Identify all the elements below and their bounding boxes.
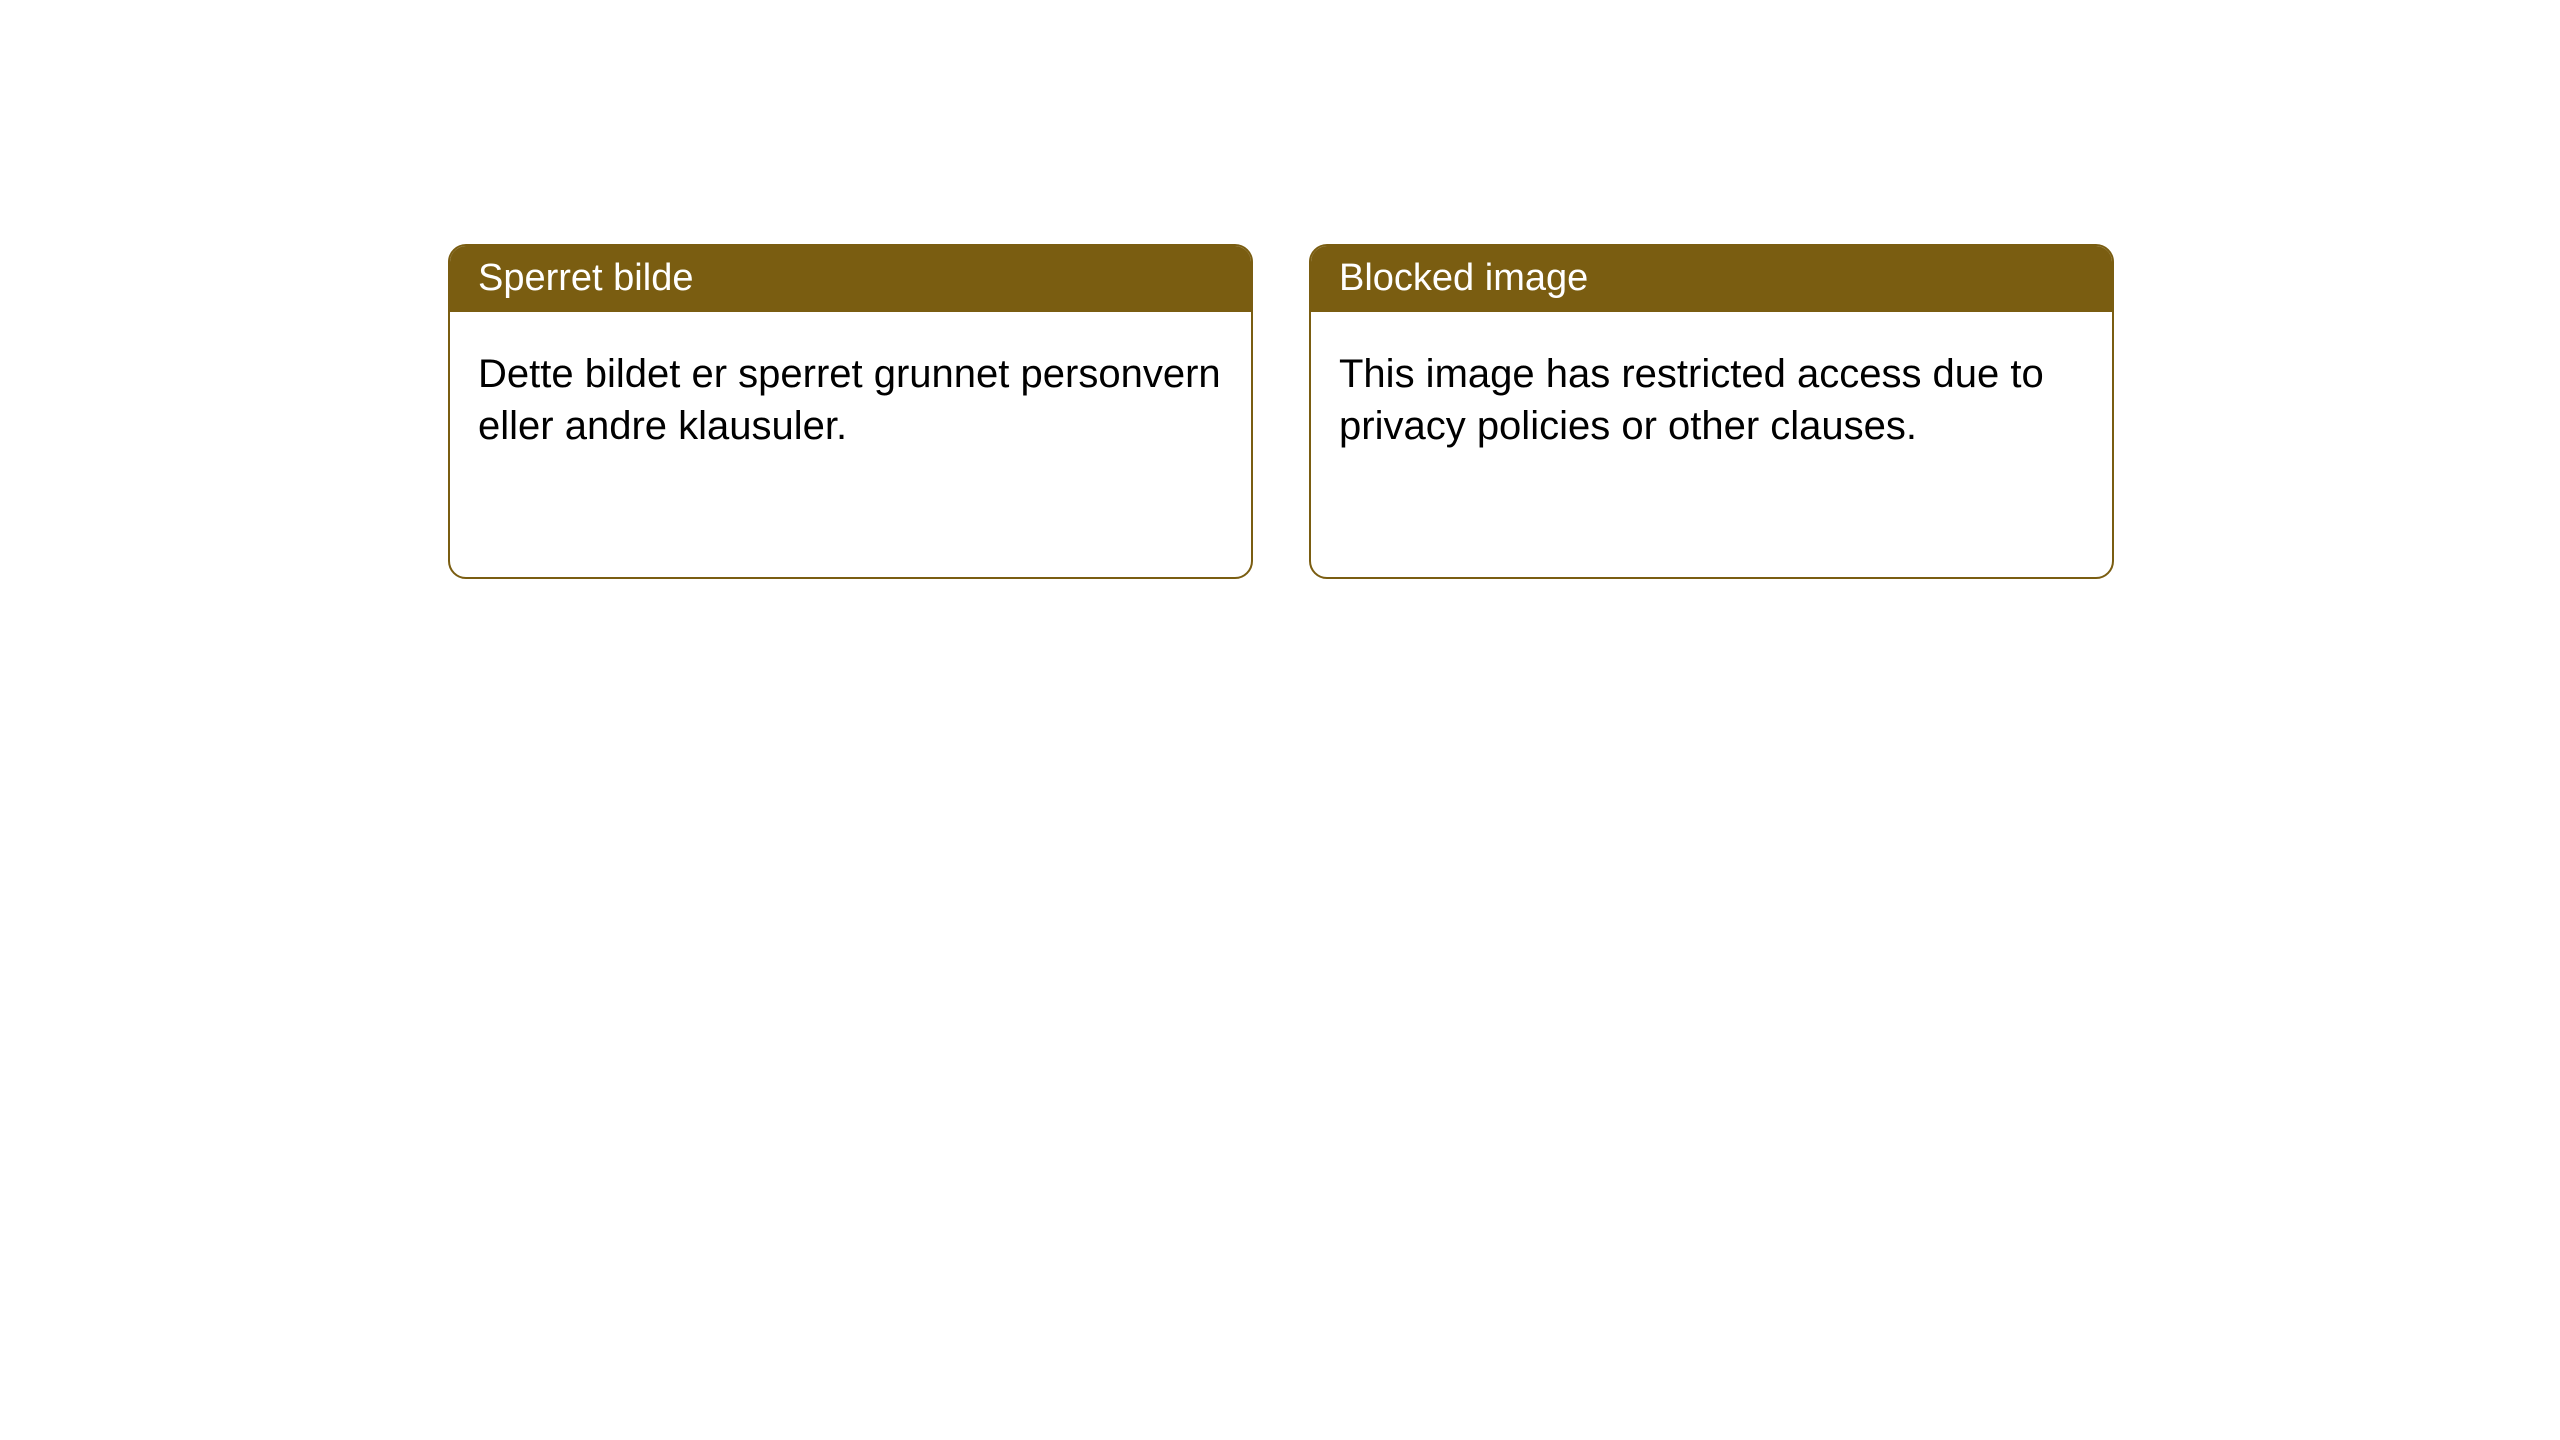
notice-body-en: This image has restricted access due to … <box>1311 312 2112 488</box>
notice-header-en: Blocked image <box>1311 246 2112 312</box>
notice-container: Sperret bilde Dette bildet er sperret gr… <box>448 244 2114 579</box>
notice-body-no: Dette bildet er sperret grunnet personve… <box>450 312 1251 488</box>
notice-header-no: Sperret bilde <box>450 246 1251 312</box>
notice-box-no: Sperret bilde Dette bildet er sperret gr… <box>448 244 1253 579</box>
notice-box-en: Blocked image This image has restricted … <box>1309 244 2114 579</box>
